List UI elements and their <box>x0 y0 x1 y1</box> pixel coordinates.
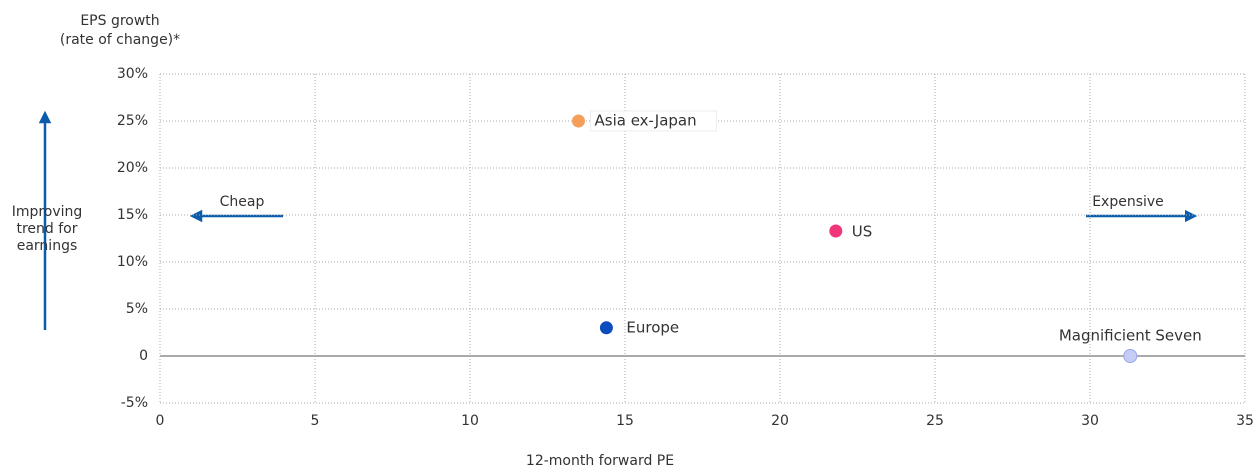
x-tick-label: 5 <box>311 413 320 429</box>
y-tick-label: 30% <box>117 66 148 82</box>
y-tick-label: 25% <box>117 113 148 129</box>
y-tick-label: 15% <box>117 207 148 223</box>
y-axis-title: EPS growth <box>80 13 159 29</box>
point-label: US <box>852 222 873 240</box>
annotation: trend for <box>16 221 77 237</box>
y-tick-label: 20% <box>117 160 148 176</box>
y-tick-label: 10% <box>117 254 148 270</box>
x-tick-label: 30 <box>1081 413 1099 429</box>
annotation: earnings <box>17 238 78 254</box>
x-tick-label: 20 <box>771 413 789 429</box>
point <box>829 224 843 238</box>
point <box>1123 349 1138 363</box>
x-tick-label: 35 <box>1236 413 1254 429</box>
y-tick-label: 0 <box>139 348 148 364</box>
annotation: Cheap <box>220 194 265 210</box>
point-label: Asia ex-Japan <box>595 112 697 130</box>
y-tick-label: -5% <box>121 395 148 411</box>
point <box>599 321 613 335</box>
annotation: Expensive <box>1092 194 1164 210</box>
point-label: Europe <box>626 318 679 336</box>
x-tick-label: 10 <box>461 413 479 429</box>
annotation: Improving <box>12 204 83 220</box>
x-axis-title: 12-month forward PE <box>526 453 674 468</box>
x-tick-label: 15 <box>616 413 634 429</box>
point-label: Magnificient Seven <box>1059 327 1202 345</box>
y-tick-label: 5% <box>126 301 148 317</box>
label-background <box>590 110 717 132</box>
y-axis-title: (rate of change)* <box>60 32 180 48</box>
x-tick-label: 25 <box>926 413 944 429</box>
x-tick-label: 0 <box>156 413 165 429</box>
point <box>572 114 585 128</box>
